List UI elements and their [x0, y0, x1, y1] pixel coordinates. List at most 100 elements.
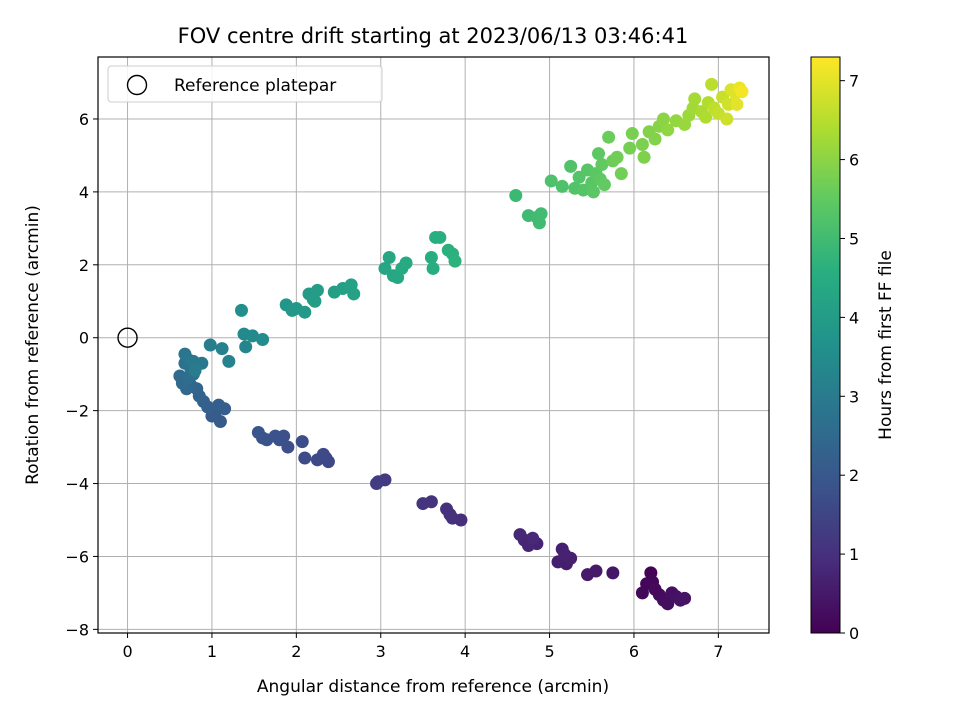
data-point — [347, 287, 361, 301]
y-axis-label: Rotation from reference (arcmin) — [23, 205, 43, 485]
data-point — [448, 254, 462, 268]
data-point — [178, 347, 192, 361]
data-point — [661, 123, 675, 137]
data-point — [371, 475, 385, 489]
data-point — [256, 333, 270, 347]
legend: Reference platepar — [107, 65, 383, 103]
data-point — [239, 340, 253, 354]
x-tick-label: 4 — [460, 642, 470, 661]
data-point — [606, 566, 620, 580]
data-point — [513, 528, 527, 542]
legend-marker-reference — [126, 74, 148, 96]
colorbar-tick-label: 3 — [849, 387, 859, 406]
data-point — [661, 597, 675, 611]
data-point — [382, 251, 396, 265]
y-tick-label: 6 — [79, 110, 89, 129]
data-point — [558, 548, 572, 562]
data-point — [424, 251, 438, 265]
colorbar-tick-label: 1 — [849, 545, 859, 564]
data-point — [298, 305, 312, 319]
data-point — [555, 179, 569, 193]
data-point — [281, 440, 295, 454]
y-axis-ticks: −8 −6 −4 −2 0 2 4 6 — [65, 110, 98, 639]
data-point — [544, 174, 558, 188]
data-point — [203, 338, 217, 352]
x-tick-label: 7 — [713, 642, 723, 661]
reference-platepar-marker — [117, 327, 138, 348]
data-point — [295, 435, 309, 449]
plot-frame — [97, 56, 770, 634]
data-point — [720, 112, 734, 126]
colorbar-tick-label: 6 — [849, 151, 859, 170]
colorbar-tick-label: 5 — [849, 229, 859, 248]
colorbar-gradient — [810, 56, 841, 634]
data-point — [586, 185, 600, 199]
data-point — [656, 112, 670, 126]
data-point — [635, 137, 649, 151]
x-tick-label: 1 — [207, 642, 217, 661]
chart-title: FOV centre drift starting at 2023/06/13 … — [178, 24, 689, 48]
x-tick-label: 0 — [122, 642, 132, 661]
data-point — [308, 294, 322, 308]
data-point — [688, 92, 702, 106]
data-point — [648, 582, 662, 596]
data-point — [310, 283, 324, 297]
colorbar-tick-label: 7 — [849, 72, 859, 91]
data-point — [399, 256, 413, 270]
data-point — [637, 150, 651, 164]
data-point — [576, 183, 590, 197]
data-point — [215, 342, 229, 356]
data-point — [440, 502, 454, 516]
y-tick-label: −2 — [65, 402, 89, 421]
data-point — [534, 207, 548, 221]
data-point — [623, 141, 637, 155]
x-tick-label: 2 — [291, 642, 301, 661]
data-point — [378, 261, 392, 275]
data-point — [592, 147, 606, 161]
y-tick-label: −8 — [65, 620, 89, 639]
data-point — [251, 425, 265, 439]
data-point — [678, 591, 692, 605]
x-tick-label: 5 — [544, 642, 554, 661]
data-point — [581, 568, 595, 582]
y-tick-label: 0 — [79, 329, 89, 348]
colorbar-label: Hours from first FF file — [876, 250, 896, 440]
colorbar-tick-label: 0 — [849, 624, 859, 643]
data-point — [433, 230, 447, 244]
data-point — [188, 364, 202, 378]
data-point — [602, 130, 616, 144]
legend-box — [107, 65, 383, 103]
data-point — [614, 167, 628, 181]
colorbar-tick-label: 4 — [849, 308, 859, 327]
data-point — [705, 77, 719, 91]
data-point — [416, 497, 430, 511]
data-point — [595, 158, 609, 172]
data-point — [509, 189, 523, 203]
y-tick-label: −6 — [65, 547, 89, 566]
y-tick-label: −4 — [65, 475, 89, 494]
data-point — [212, 398, 226, 412]
data-point — [426, 261, 440, 275]
data-point — [597, 178, 611, 192]
data-point — [648, 132, 662, 146]
data-point — [699, 110, 713, 124]
x-axis-label: Angular distance from reference (arcmin) — [257, 677, 609, 697]
colorbar: 0 1 2 3 4 5 6 7 Hours from first FF file — [810, 56, 896, 643]
data-point — [610, 150, 624, 164]
data-point — [572, 170, 586, 184]
data-point — [730, 97, 744, 111]
colorbar-tick-label: 2 — [849, 466, 859, 485]
data-point — [735, 85, 749, 99]
data-point — [298, 451, 312, 465]
data-point — [526, 531, 540, 545]
data-point — [625, 127, 639, 141]
data-point — [222, 354, 236, 368]
data-point — [635, 586, 649, 600]
grid-lines — [98, 57, 769, 633]
x-tick-label: 6 — [629, 642, 639, 661]
data-point — [310, 453, 324, 467]
x-tick-label: 3 — [376, 642, 386, 661]
y-tick-label: 4 — [79, 183, 89, 202]
data-point — [564, 159, 578, 173]
